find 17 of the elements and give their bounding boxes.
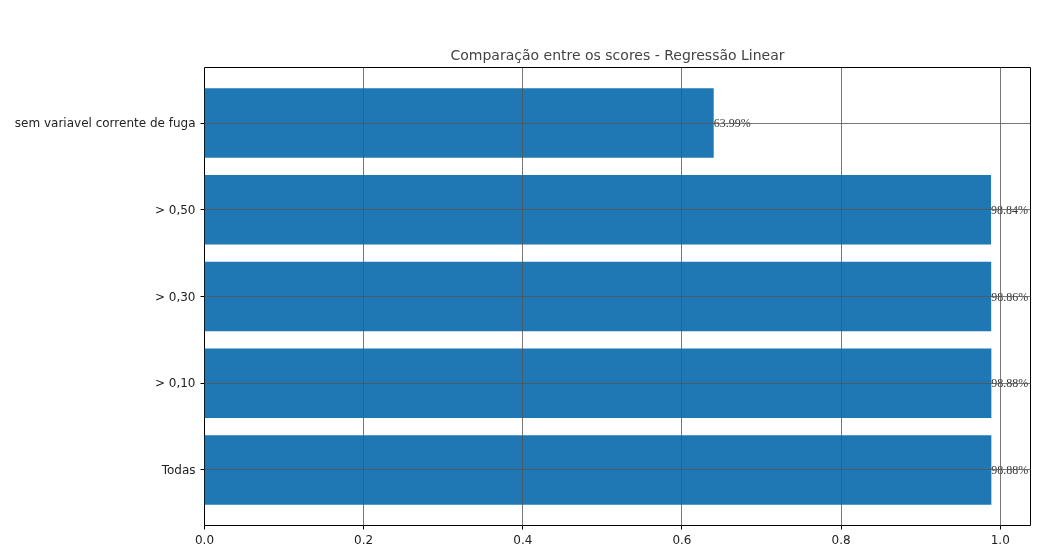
x-tick-label: 0.2 [354, 532, 374, 546]
y-tick-label: Todas [160, 462, 196, 477]
y-tick-label: > 0,30 [154, 289, 196, 304]
x-tick-label: 0.6 [672, 532, 692, 546]
bar [204, 88, 714, 158]
bar [204, 175, 992, 245]
x-tick-label: 0.4 [513, 532, 533, 546]
x-tick-label: 0.8 [831, 532, 851, 546]
x-tick-label: 0.0 [194, 532, 215, 546]
y-tick-label: > 0,10 [154, 376, 196, 391]
y-tick-label: > 0,50 [154, 202, 196, 217]
bar [204, 261, 992, 332]
x-tick-label: 1.0 [990, 532, 1010, 546]
y-tick-label: sem variavel corrente de fuga [14, 116, 196, 131]
bar [204, 348, 992, 418]
bar [204, 435, 992, 505]
chart-title: Comparação entre os scores - Regressão Linear [450, 46, 785, 63]
